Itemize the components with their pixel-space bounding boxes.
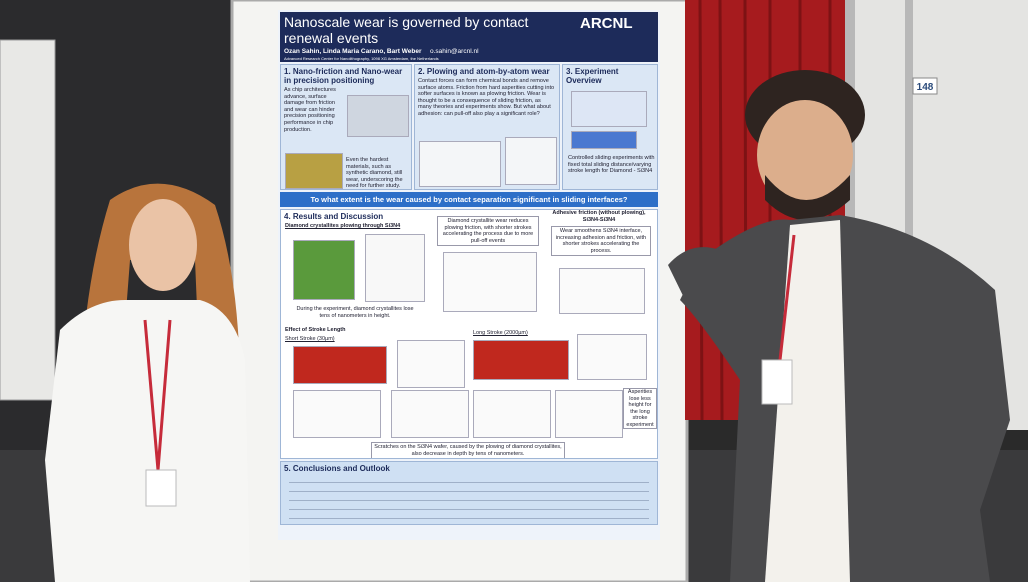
figure [443, 252, 537, 312]
booth-sign [912, 77, 938, 95]
callout: Scratches on the Si3N4 wafer, caused by … [371, 442, 565, 458]
poster-title: Nanoscale wear is governed by contact re… [284, 14, 529, 46]
poster-header: Nanoscale wear is governed by contact re… [280, 12, 658, 62]
section-heading: 5. Conclusions and Outlook [284, 464, 390, 473]
figure [505, 137, 557, 185]
section: 1. Nano-friction and Nano-wear in precis… [280, 64, 412, 190]
paragraph: Controlled sliding experiments with fixe… [568, 155, 655, 175]
callout: Asperities lose less height for the long… [623, 388, 657, 429]
figure [347, 95, 409, 137]
figure [473, 390, 551, 438]
figure [419, 141, 501, 187]
logo: ARCNL [580, 15, 633, 32]
figure [365, 234, 425, 302]
caption: During the experiment, diamond crystalli… [296, 306, 414, 319]
poster: Nanoscale wear is governed by contact re… [278, 10, 660, 540]
figure [473, 340, 569, 380]
figure [571, 131, 637, 149]
subheading: Short Stroke (30µm) [285, 336, 335, 342]
paragraph: Even the hardest materials, such as synt… [346, 157, 403, 190]
section-heading: 3. Experiment Overview [566, 67, 619, 85]
research-question: To what extent is the wear caused by con… [280, 192, 658, 207]
section: 5. Conclusions and Outlook [280, 461, 658, 525]
figure [397, 340, 465, 388]
section: 3. Experiment Overview Controlled slidin… [562, 64, 658, 190]
section-heading: 1. Nano-friction and Nano-wear in precis… [284, 67, 403, 85]
email: o.sahin@arcnl.nl [430, 48, 479, 55]
section: 4. Results and Discussion Diamond crysta… [280, 209, 658, 459]
conclusion-text-lines [289, 476, 649, 520]
figure [293, 240, 355, 300]
figure [555, 390, 623, 438]
person-right [668, 70, 1010, 582]
affiliation: Advanced Research Center for Nanolithogr… [284, 56, 439, 61]
subheading: Long Stroke (2000µm) [473, 330, 528, 336]
section-heading: 2. Plowing and atom-by-atom wear [418, 67, 550, 76]
frame-post [845, 0, 855, 430]
person-left [45, 183, 250, 582]
paragraph: As chip architectures advance, surface d… [284, 87, 336, 133]
frame-post [905, 0, 913, 400]
subheading: Diamond crystallites plowing through Si3… [285, 223, 401, 229]
callout: Wear smoothens Si3N4 interface, increasi… [551, 226, 651, 256]
paragraph: Contact forces can form chemical bonds a… [418, 78, 555, 117]
section: 2. Plowing and atom-by-atom wear Contact… [414, 64, 560, 190]
figure [559, 268, 645, 314]
figure [577, 334, 647, 380]
booth-number: 148 [917, 82, 934, 93]
subheading: Effect of Stroke Length [285, 327, 346, 333]
figure [293, 390, 381, 438]
section-heading: 4. Results and Discussion [284, 212, 384, 221]
figure [285, 153, 343, 189]
figure [391, 390, 469, 438]
figure [293, 346, 387, 384]
authors: Ozan Sahin, Linda Maria Carano, Bart Web… [284, 48, 422, 55]
side-panel [0, 39, 56, 401]
figure [571, 91, 647, 127]
subheading: Adhesive friction (without plowing), Si3… [552, 210, 646, 223]
callout: Diamond crystallite wear reduces plowing… [437, 216, 539, 246]
